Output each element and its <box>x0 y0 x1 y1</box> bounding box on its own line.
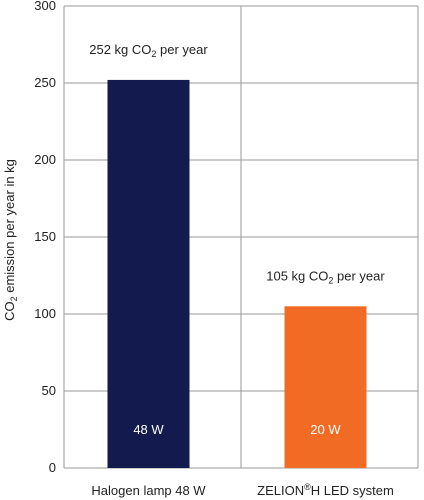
y-tick-label: 200 <box>34 152 56 167</box>
y-axis-ticks: 0 50 100 150 200 250 300 <box>34 0 56 475</box>
annotation-pre: 105 kg CO <box>266 268 328 283</box>
x-category-label: Halogen lamp 48 W <box>91 483 206 498</box>
y-tick-label: 50 <box>42 383 56 398</box>
bar-inner-label: 20 W <box>310 422 341 437</box>
y-axis-label-sub: 2 <box>9 296 19 301</box>
y-axis-label: CO2 emission per year in kg <box>2 159 19 321</box>
annotation-post: per year <box>333 268 385 283</box>
annotation-pre: 252 kg CO <box>89 42 151 57</box>
bar <box>107 79 190 469</box>
y-tick-label: 0 <box>49 460 56 475</box>
x-category-label: ZELION®H LED system <box>257 482 394 498</box>
y-tick-label: 300 <box>34 0 56 13</box>
bar <box>284 306 367 468</box>
y-tick-label: 250 <box>34 75 56 90</box>
annotation-sub: 2 <box>328 275 333 285</box>
bar-inner-label: 48 W <box>133 422 164 437</box>
bar-annotation: 105 kg CO2 per year <box>266 268 385 285</box>
category-pre: ZELION <box>257 483 304 498</box>
annotation-post: per year <box>156 42 208 57</box>
category-post: H LED system <box>311 483 394 498</box>
y-tick-label: 100 <box>34 306 56 321</box>
y-axis-label-pre: CO <box>2 301 17 321</box>
bar-annotation: 252 kg CO2 per year <box>89 42 208 59</box>
y-tick-label: 150 <box>34 229 56 244</box>
y-axis-label-post: emission per year in kg <box>2 159 17 296</box>
category-sup: ® <box>304 482 311 492</box>
annotation-sub: 2 <box>151 49 156 59</box>
bars <box>107 79 367 469</box>
category-pre: Halogen lamp 48 W <box>91 483 206 498</box>
